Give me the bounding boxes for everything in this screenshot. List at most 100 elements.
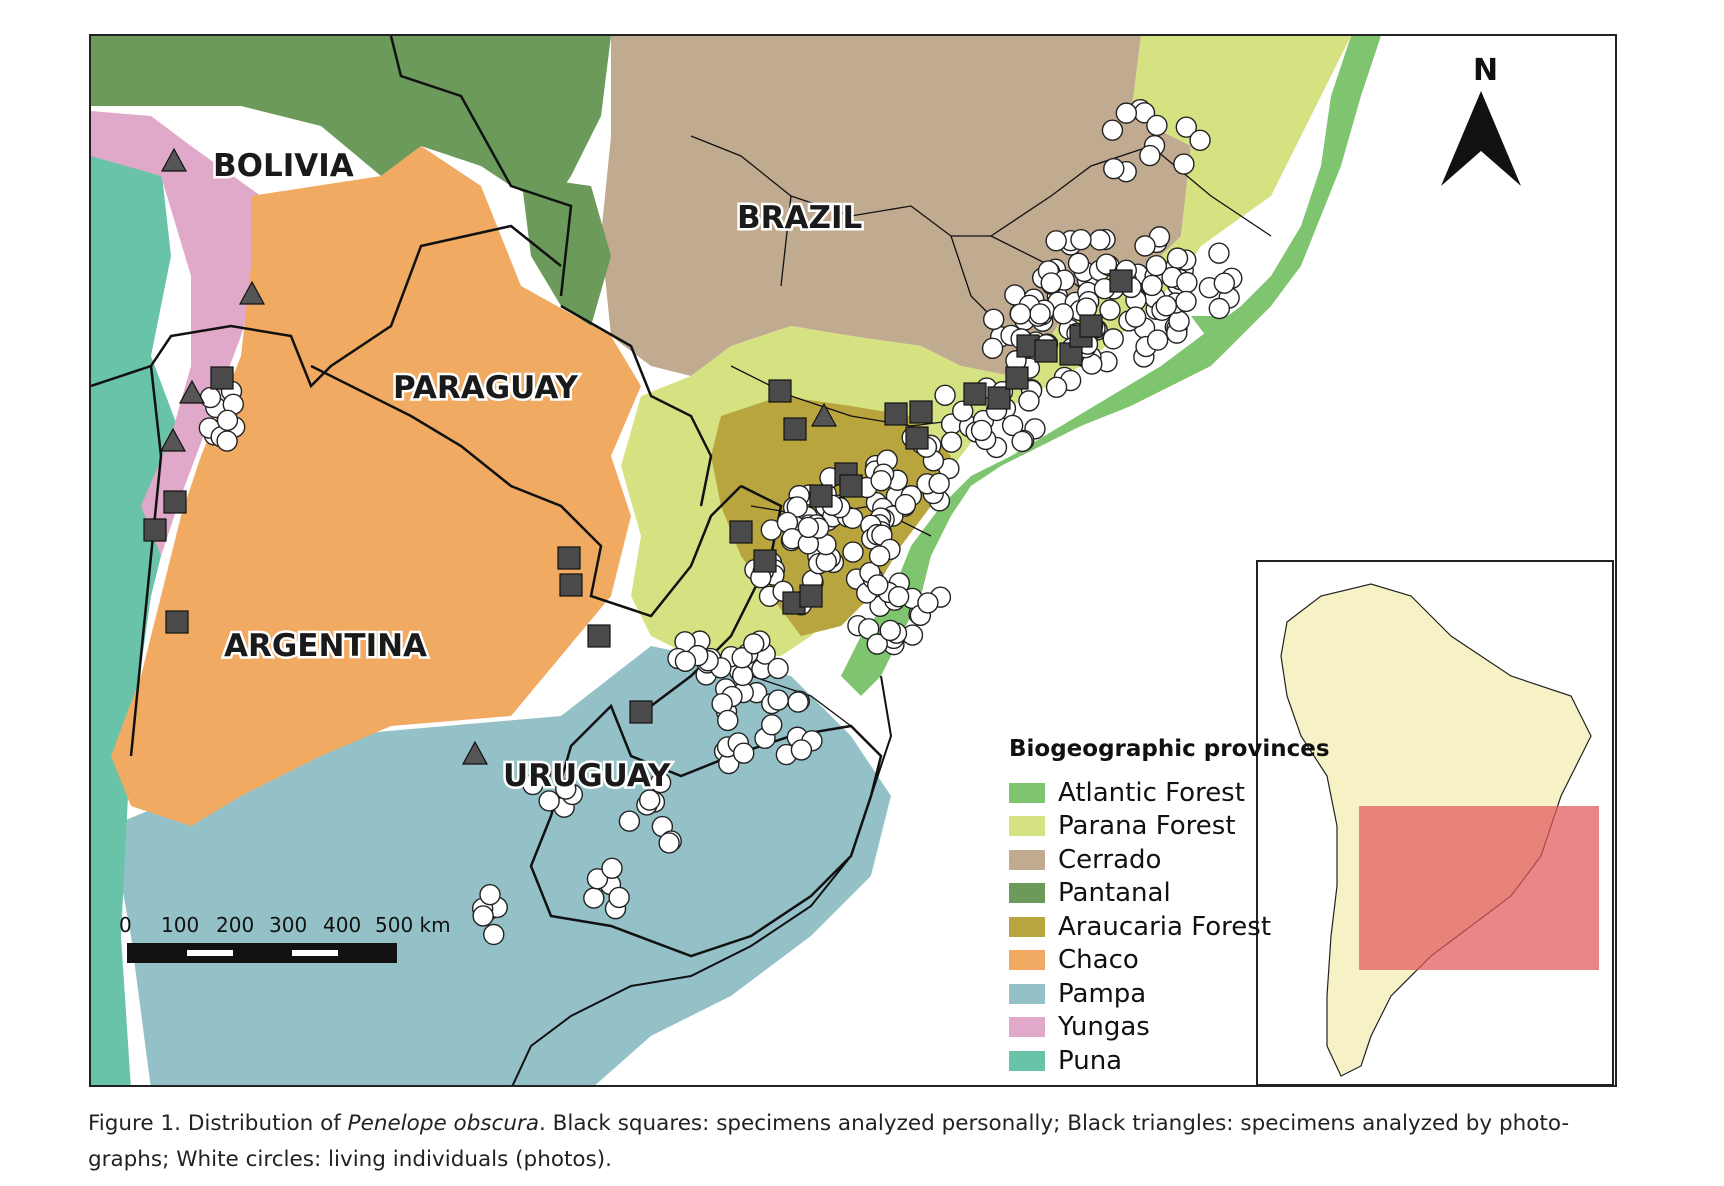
- specimen-square-marker: [884, 402, 908, 426]
- living-individual-marker: [870, 469, 892, 492]
- living-individual-marker: [761, 714, 783, 736]
- legend-label: Cerrado: [1058, 844, 1162, 875]
- specimen-square-marker: [809, 484, 833, 508]
- photo-specimen-triangle-marker: [461, 740, 489, 765]
- country-borders: [91, 36, 1272, 1085]
- legend-label: Yungas: [1058, 1012, 1150, 1043]
- scale-tick-500: 500 km: [375, 913, 451, 937]
- living-individual-marker: [1175, 290, 1197, 313]
- province-chaco: [111, 146, 641, 826]
- living-individual-marker: [674, 650, 697, 673]
- inset-map: [1256, 560, 1614, 1085]
- legend-swatch: [1009, 983, 1045, 1004]
- specimen-square-marker: [839, 474, 863, 498]
- living-individual-marker: [1175, 116, 1198, 138]
- living-individual-marker: [1095, 253, 1118, 275]
- specimen-square-marker: [768, 379, 792, 403]
- living-individual-marker: [1134, 235, 1156, 257]
- living-individual-marker: [866, 633, 888, 655]
- scale-tick-400: 400: [323, 913, 361, 937]
- specimen-square-marker: [629, 700, 653, 724]
- living-individual-marker: [1089, 229, 1111, 251]
- living-individual-marker: [216, 430, 238, 452]
- border-paraguay-brazil: [560, 304, 713, 507]
- caption-label: Figure 1. Distribution of: [88, 1111, 348, 1136]
- legend-item-yungas: Yungas: [1001, 1011, 1321, 1045]
- province-pantanal: [91, 36, 611, 206]
- living-individual-marker: [658, 832, 680, 854]
- legend-label: Puna: [1058, 1045, 1123, 1076]
- legend-item-atlantic-forest: Atlantic Forest: [1001, 776, 1321, 810]
- border-argentina-chile: [129, 365, 163, 757]
- living-individual-marker: [1103, 157, 1125, 180]
- living-individual-marker: [952, 400, 974, 422]
- border-argentina-brazil: [650, 484, 783, 707]
- living-individual-marker: [790, 739, 813, 761]
- living-individual-marker: [479, 884, 501, 906]
- living-individual-marker: [1011, 430, 1033, 453]
- living-individual-marker: [1213, 272, 1236, 294]
- living-individual-marker: [743, 633, 765, 655]
- north-arrow-icon: [1441, 91, 1481, 186]
- scale-tick-100: 100: [161, 913, 199, 937]
- living-individual-marker: [583, 887, 605, 909]
- legend-label: Chaco: [1058, 945, 1139, 976]
- living-individual-marker: [940, 431, 963, 453]
- specimen-square-marker: [587, 624, 611, 648]
- living-individual-marker: [649, 771, 672, 794]
- living-individual-marker: [917, 592, 939, 614]
- living-individual-marker: [1208, 297, 1231, 320]
- legend-title: Biogeographic provinces: [1009, 736, 1330, 762]
- province-yungas: [91, 111, 261, 556]
- living-individual-marker: [1176, 271, 1198, 294]
- specimen-square-marker: [210, 366, 234, 390]
- living-individual-marker: [472, 905, 494, 927]
- legend-swatch: [1009, 849, 1045, 870]
- living-individual-marker: [1124, 306, 1147, 328]
- specimen-square-marker: [557, 546, 581, 570]
- scale-bar: 0 100 200 300 400 500 km: [119, 913, 451, 963]
- specimen-square-marker: [1109, 269, 1133, 293]
- border-paraguay-argentina: [310, 364, 742, 618]
- country-label-brazil: BRAZIL: [737, 200, 862, 236]
- border-bolivia-brazil: [389, 36, 573, 297]
- living-individual-marker: [786, 496, 808, 518]
- scale-tick-200: 200: [216, 913, 254, 937]
- living-individual-marker: [1189, 129, 1211, 152]
- living-individual-marker: [1001, 414, 1024, 437]
- living-individual-marker: [731, 664, 754, 687]
- living-individual-marker: [586, 868, 609, 890]
- specimen-square-marker: [559, 573, 583, 597]
- figure-caption: Figure 1. Distribution of Penelope obscu…: [88, 1106, 1648, 1178]
- living-individual-marker: [731, 647, 753, 669]
- legend-swatch: [1009, 916, 1045, 937]
- living-individual-marker: [1139, 144, 1161, 167]
- legend-item-pampa: Pampa: [1001, 977, 1321, 1011]
- specimen-square-marker: [1034, 339, 1058, 363]
- photo-specimen-triangle-marker: [238, 280, 266, 305]
- living-individual-marker: [1208, 242, 1230, 264]
- living-individual-marker: [1145, 254, 1168, 277]
- border-bolivia-paraguay: [91, 224, 562, 389]
- specimen-square-marker: [1079, 314, 1103, 338]
- living-individual-marker: [717, 709, 739, 732]
- caption-species: Penelope obscura: [347, 1111, 540, 1136]
- legend-label: Araucaria Forest: [1058, 911, 1272, 942]
- living-individual-marker: [887, 585, 910, 608]
- scale-bar-body: [127, 943, 397, 963]
- specimen-square-marker: [799, 584, 823, 608]
- specimen-square-marker: [753, 549, 777, 573]
- country-label-paraguay: PARAGUAY: [393, 370, 578, 406]
- living-individual-marker: [601, 857, 623, 879]
- living-individual-marker: [1141, 274, 1163, 297]
- living-individual-marker: [982, 308, 1005, 331]
- living-individual-marker: [522, 773, 544, 796]
- scale-tick-300: 300: [269, 913, 307, 937]
- living-individual-marker: [842, 541, 864, 563]
- legend-label: Atlantic Forest: [1058, 777, 1245, 808]
- living-individual-marker: [1052, 303, 1074, 325]
- living-individual-marker: [608, 886, 630, 909]
- living-individual-marker: [1009, 303, 1032, 325]
- legend-item-pantanal: Pantanal: [1001, 877, 1321, 911]
- country-label-argentina: ARGENTINA: [224, 628, 427, 664]
